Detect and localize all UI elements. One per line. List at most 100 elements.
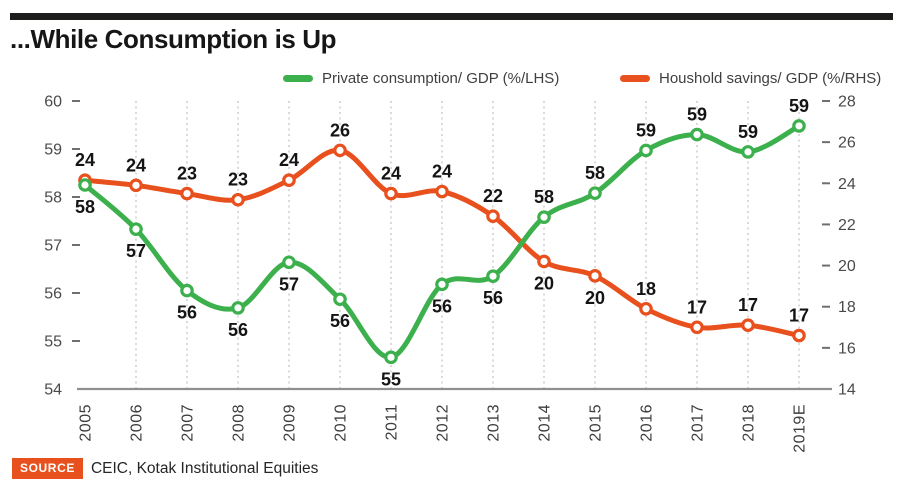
data-point-marker xyxy=(639,143,653,158)
data-point-label: 56 xyxy=(483,288,503,308)
data-point-marker xyxy=(741,145,755,159)
data-point-label: 20 xyxy=(585,288,605,308)
legend-swatch-green-icon xyxy=(283,74,313,82)
data-point-marker xyxy=(792,119,806,133)
x-axis-label: 2018 xyxy=(741,404,758,442)
x-axis-label: 2008 xyxy=(231,404,248,442)
left-axis-label: 60 xyxy=(44,94,62,111)
data-point-label: 59 xyxy=(687,105,707,125)
data-point-label: 59 xyxy=(738,122,758,142)
data-point-label: 57 xyxy=(126,241,146,261)
x-axis-label: 2007 xyxy=(180,404,197,442)
data-point-label: 17 xyxy=(738,295,758,315)
data-point-marker xyxy=(129,222,143,236)
data-point-label: 55 xyxy=(381,369,401,389)
data-point-label: 59 xyxy=(789,96,809,116)
data-point-label: 59 xyxy=(636,120,656,140)
data-point-marker xyxy=(180,186,194,201)
right-axis-label: 22 xyxy=(838,217,856,234)
x-axis-label: 2012 xyxy=(435,404,452,442)
chart-legend: Private consumption/ GDP (%/LHS) Houshol… xyxy=(0,68,900,88)
right-axis-label: 26 xyxy=(838,135,856,152)
chart-title: ...While Consumption is Up xyxy=(10,24,337,54)
data-point-marker xyxy=(384,350,398,365)
data-point-marker xyxy=(486,269,500,283)
right-axis-label: 28 xyxy=(838,94,856,111)
source-badge: SOURCE xyxy=(12,458,83,479)
data-point-marker xyxy=(792,328,806,343)
left-axis-label: 54 xyxy=(44,382,62,399)
data-point-marker xyxy=(588,186,602,200)
data-point-marker xyxy=(282,173,296,187)
data-point-marker xyxy=(588,269,602,283)
data-point-label: 17 xyxy=(687,297,707,317)
data-point-label: 58 xyxy=(585,163,605,183)
x-axis-label: 2019E xyxy=(792,404,809,453)
legend-swatch-orange-icon xyxy=(620,74,650,82)
data-point-label: 22 xyxy=(483,186,503,206)
top-accent-bar xyxy=(10,13,893,20)
legend-item-private-consumption: Private consumption/ GDP (%/LHS) xyxy=(283,68,559,88)
data-point-label: 18 xyxy=(636,279,656,299)
legend-item-household-savings: Houshold savings/ GDP (%/RHS) xyxy=(620,68,881,88)
left-axis-label: 56 xyxy=(44,286,62,303)
right-axis-label: 18 xyxy=(838,299,856,316)
left-axis-label: 57 xyxy=(44,238,62,255)
data-point-label: 56 xyxy=(177,303,197,323)
data-point-label: 58 xyxy=(75,197,95,217)
data-point-label: 56 xyxy=(432,296,452,316)
x-axis-label: 2015 xyxy=(588,404,605,442)
x-axis-label: 2006 xyxy=(129,404,146,442)
x-axis-label: 2017 xyxy=(690,404,707,442)
data-point-marker xyxy=(537,210,551,224)
legend-label-private-consumption: Private consumption/ GDP (%/LHS) xyxy=(322,69,560,87)
data-point-label: 23 xyxy=(177,164,197,184)
data-point-marker xyxy=(180,283,194,298)
x-axis-label: 2010 xyxy=(333,404,350,442)
series-line xyxy=(82,123,802,360)
data-point-marker xyxy=(231,301,245,315)
data-point-label: 24 xyxy=(126,155,146,175)
data-point-marker xyxy=(231,192,245,207)
data-point-marker xyxy=(333,292,347,307)
data-point-marker xyxy=(435,184,449,199)
source-row: SOURCE CEIC, Kotak Institutional Equitie… xyxy=(12,458,318,479)
data-point-marker xyxy=(282,255,296,270)
left-axis-label: 55 xyxy=(44,334,62,351)
left-axis-label: 58 xyxy=(44,190,62,207)
source-text: CEIC, Kotak Institutional Equities xyxy=(90,459,319,477)
data-point-marker xyxy=(486,209,500,223)
data-point-label: 58 xyxy=(534,187,554,207)
data-point-marker xyxy=(78,178,92,192)
data-point-marker xyxy=(333,143,347,158)
right-axis-label: 20 xyxy=(838,258,856,275)
x-axis-label: 2013 xyxy=(486,404,503,442)
data-point-label: 20 xyxy=(534,274,554,294)
right-axis-label: 24 xyxy=(838,176,856,193)
data-point-marker xyxy=(639,301,653,316)
x-axis-label: 2014 xyxy=(537,404,554,442)
data-point-marker xyxy=(129,178,143,193)
data-point-marker xyxy=(741,318,755,333)
data-point-label: 57 xyxy=(279,274,299,294)
x-axis-label: 2011 xyxy=(384,404,401,440)
data-point-marker xyxy=(537,254,551,269)
data-point-label: 23 xyxy=(228,170,248,190)
data-point-label: 17 xyxy=(789,306,809,326)
data-point-label: 56 xyxy=(330,311,350,331)
data-point-label: 56 xyxy=(228,320,248,340)
legend-label-household-savings: Houshold savings/ GDP (%/RHS) xyxy=(659,69,882,87)
data-point-label: 24 xyxy=(432,162,452,182)
data-point-label: 24 xyxy=(381,164,401,184)
data-point-label: 26 xyxy=(330,120,350,140)
left-axis-label: 59 xyxy=(44,142,62,159)
data-point-label: 24 xyxy=(279,150,299,170)
data-point-marker xyxy=(690,320,704,335)
x-axis-label: 2009 xyxy=(282,404,299,442)
right-axis-label: 14 xyxy=(838,382,856,399)
x-axis-label: 2016 xyxy=(639,404,656,442)
data-point-label: 24 xyxy=(75,150,95,170)
data-point-marker xyxy=(384,186,398,201)
data-point-marker xyxy=(435,277,449,292)
